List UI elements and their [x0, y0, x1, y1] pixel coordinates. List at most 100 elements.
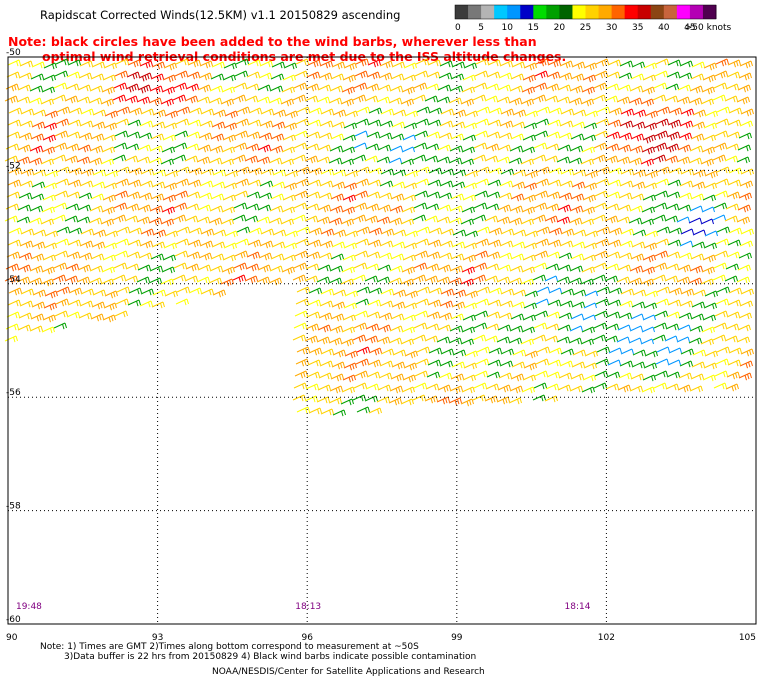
wind-barb: [222, 134, 236, 143]
wind-barb: [343, 302, 357, 310]
wind-barb: [319, 300, 333, 308]
x-tick-label: 99: [451, 633, 463, 643]
wind-barb: [116, 226, 130, 234]
wind-barb: [497, 384, 511, 393]
wind-barb: [606, 191, 620, 199]
wind-barb: [220, 158, 234, 166]
wind-barb: [678, 312, 692, 320]
wind-barb: [76, 216, 90, 224]
wind-barb: [404, 290, 418, 299]
wind-barb: [136, 156, 150, 164]
wind-barb: [642, 314, 656, 321]
wind-barb: [76, 276, 90, 285]
wind-barb: [703, 122, 717, 130]
wind-barb: [366, 251, 380, 259]
wind-barb: [185, 203, 199, 211]
wind-barb: [151, 181, 165, 189]
wind-barb: [426, 311, 440, 320]
wind-barb: [533, 262, 547, 270]
wind-barb: [572, 169, 586, 177]
wind-barb: [570, 313, 584, 320]
wind-barb: [317, 144, 331, 152]
wind-barb: [509, 85, 523, 93]
wind-barb: [184, 215, 198, 223]
colorbar-label: 40: [658, 23, 670, 33]
wind-barb: [400, 278, 414, 287]
wind-barb: [655, 178, 669, 186]
wind-barb: [78, 252, 92, 261]
wind-barb: [666, 131, 680, 141]
wind-barb: [20, 108, 34, 116]
colorbar-swatch: [455, 5, 469, 19]
wind-barb: [462, 194, 476, 202]
wind-barb: [283, 62, 297, 70]
wind-barb: [509, 385, 523, 394]
wind-barb: [282, 194, 296, 202]
wind-barb: [402, 374, 416, 383]
wind-barb: [256, 96, 270, 104]
colorbar-label: >50 knots: [685, 23, 732, 33]
wind-barb: [90, 73, 104, 81]
wind-barb: [688, 337, 702, 345]
wind-barb: [484, 215, 498, 223]
wind-barb: [428, 227, 442, 235]
wind-barb: [703, 302, 717, 310]
wind-barb: [714, 310, 728, 318]
wind-barb: [521, 266, 535, 274]
wind-barb: [463, 362, 477, 370]
wind-barb: [126, 251, 140, 259]
wind-barb: [368, 287, 382, 295]
wind-barb: [54, 310, 68, 318]
colorbar-swatch: [585, 5, 600, 19]
wind-barb: [463, 302, 477, 310]
wind-barb: [126, 191, 140, 200]
wind-barb: [498, 72, 512, 80]
wind-barb: [463, 182, 477, 190]
wind-barb: [281, 206, 295, 214]
wind-barb: [688, 157, 702, 165]
wind-barb: [571, 61, 585, 70]
wind-barb: [641, 266, 655, 275]
wind-barb: [668, 287, 682, 296]
wind-barb: [484, 155, 498, 163]
wind-barb: [737, 204, 751, 213]
wind-barb: [148, 277, 162, 285]
wind-barb: [559, 120, 573, 128]
wind-barbs-layer: [4, 58, 754, 417]
wind-barb: [331, 121, 345, 129]
wind-barb: [701, 266, 715, 275]
wind-barb: [534, 310, 548, 318]
wind-barb: [66, 131, 80, 139]
wind-barb: [17, 204, 31, 212]
wind-barb: [570, 193, 584, 202]
wind-barb: [329, 265, 343, 273]
wind-barb: [149, 145, 163, 153]
wind-barb: [320, 408, 334, 416]
wind-barb: [581, 326, 595, 334]
wind-barb: [17, 264, 31, 273]
wind-barb: [560, 288, 574, 296]
wind-barb: [29, 85, 43, 93]
wind-barb: [437, 324, 451, 332]
wind-barb: [653, 82, 667, 90]
wind-barb: [304, 275, 318, 283]
wind-barb: [676, 156, 690, 165]
wind-barb: [91, 121, 105, 130]
wind-barb: [367, 179, 381, 187]
wind-barb: [89, 265, 103, 273]
wind-barb: [100, 98, 114, 107]
wind-barb: [414, 190, 428, 198]
wind-barb: [631, 361, 645, 369]
wind-barb: [65, 203, 79, 211]
wind-barb: [125, 143, 139, 151]
wind-barb: [667, 179, 681, 187]
wind-barb: [31, 121, 45, 130]
wind-barb: [738, 252, 752, 260]
wind-barb: [138, 72, 152, 82]
wind-barb: [64, 215, 78, 223]
wind-barb: [416, 346, 430, 354]
wind-barb: [8, 287, 22, 296]
wind-barb: [260, 228, 274, 236]
wind-barb: [355, 238, 369, 246]
wind-barb: [448, 157, 462, 165]
